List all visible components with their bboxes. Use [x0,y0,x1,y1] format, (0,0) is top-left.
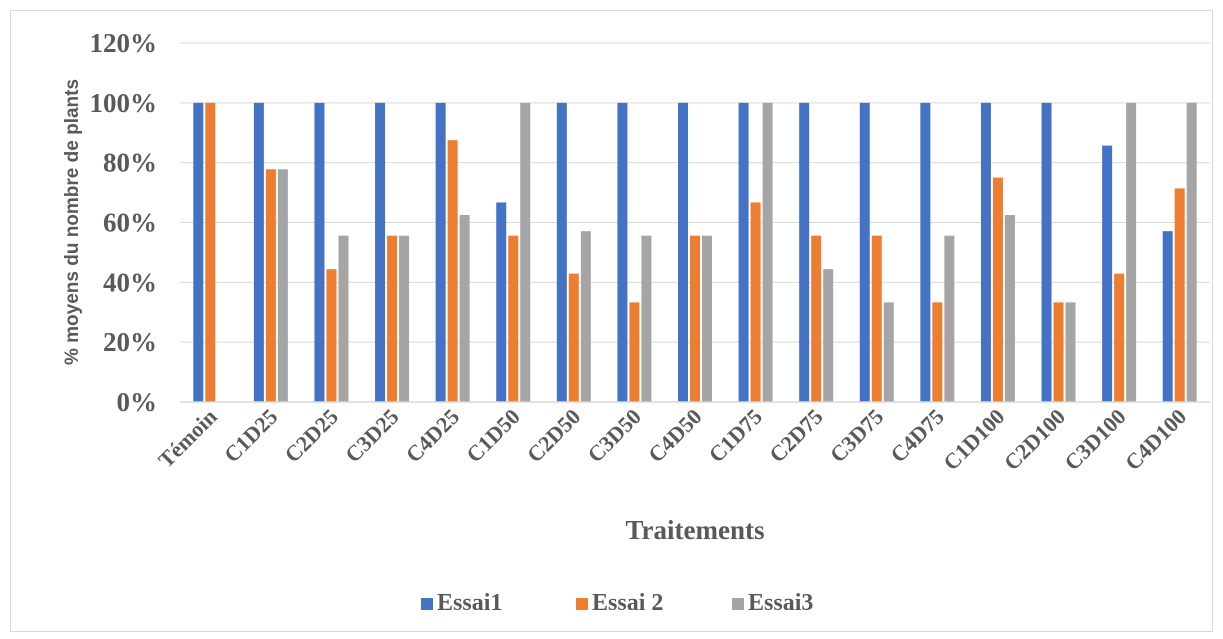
legend-label: Essai3 [748,590,813,616]
bar-essai3-c2d100 [1065,302,1076,402]
x-tick-label: C1D50 [461,404,524,467]
y-tick-label: 100% [90,88,158,118]
legend-swatch [732,598,744,610]
x-tick-label: C2D25 [280,404,343,467]
bar-essai-2-c3d25 [387,235,398,402]
bar-essai1-c3d50 [617,102,628,402]
x-axis-title: Traitements [626,515,765,545]
x-tick-label: C1D25 [219,404,282,467]
bar-essai3-c4d75 [944,235,955,402]
legend-label: Essai 2 [592,590,663,616]
bar-essai3-c4d25 [459,215,470,402]
bar-essai1-c3d75 [859,102,870,402]
bar-essai1-c1d75 [738,102,749,402]
bar-essai-2-c1d75 [750,202,761,402]
x-tick-label: C2D75 [764,404,827,467]
x-tick-label: C3D25 [340,404,403,467]
x-tick-label: C4D50 [643,404,706,467]
x-tick-label: C1D100 [938,404,1009,475]
legend-label: Essai1 [437,590,502,616]
bar-essai1-c4d50 [678,102,688,402]
legend: Essai1 Essai 2 Essai3 [421,590,813,616]
bar-essai1-c2d25 [314,102,325,402]
bar-essai-2-c2d50 [568,273,579,402]
bar-essai-2-c1d100 [992,177,1003,402]
x-tick-label: C2D100 [999,404,1070,475]
bar-essai3-c1d75 [762,102,773,402]
legend-swatch [576,598,588,610]
y-axis-title: % moyens du nombre de plants [62,79,83,365]
bar-essai3-c4d50 [702,235,712,402]
bar-essai-2-c4d100 [1174,188,1185,402]
bar-essai3-c4d100 [1186,102,1197,402]
bar-essai-2-c3d100 [1114,273,1125,402]
bar-essai1-c1d100 [980,102,991,402]
y-tick-label: 120% [90,28,158,58]
x-tick-label: C3D100 [1059,404,1130,475]
bar-essai-2-c4d50 [690,235,700,402]
bar-essai3-c3d100 [1126,102,1137,402]
bar-essai1-c2d50 [556,102,567,402]
bar-essai-2-c4d75 [932,302,943,402]
bar-essai-2-c1d50 [508,235,519,402]
bar-essai-2-c2d75 [811,235,822,402]
x-tick-label: C3D75 [825,404,888,467]
bar-essai3-c3d25 [399,235,410,402]
bar-essai1-c1d50 [496,202,507,402]
y-axis-ticks: 0% 20% 40% 60% 80% 100% 120% [90,28,158,417]
bar-essai-2-c3d75 [871,235,882,402]
bar-essai-2-c4d25 [447,140,458,402]
x-tick-label: Témoin [153,404,222,473]
bar-essai-2-c2d25 [326,269,337,402]
bar-essai3-c1d25 [277,169,288,402]
bar-essai1-c4d100 [1162,231,1173,402]
x-tick-label: C2D50 [522,404,585,467]
bar-essai1-c1d25 [253,102,264,402]
y-tick-label: 80% [103,148,157,178]
bars [193,102,1197,402]
bar-essai3-c2d50 [580,231,591,402]
gridlines [180,42,1210,343]
bar-essai1-c4d25 [435,102,446,402]
bar-essai1-c2d75 [799,102,810,402]
bar-essai-2-c1d25 [265,169,276,402]
bar-essai-2-c3d50 [629,302,640,402]
bar-essai3-c3d75 [883,302,894,402]
x-tick-label: C4D25 [401,404,464,467]
bar-essai1-c2d100 [1041,102,1052,402]
bar-essai3-c2d75 [823,269,834,402]
bar-essai3-c3d50 [641,235,652,402]
x-axis-ticks: TémoinC1D25C2D25C3D25C4D25C1D50C2D50C3D5… [153,404,1191,475]
x-tick-label: C4D100 [1120,404,1191,475]
x-tick-label: C3D50 [582,404,645,467]
y-tick-label: 20% [103,327,157,357]
bar-essai3-c1d50 [520,102,531,402]
legend-swatch [421,598,433,610]
bar-essai-2-témoin [205,102,216,402]
x-tick-label: C1D75 [704,404,767,467]
bar-essai1-c3d100 [1102,145,1113,402]
bar-essai1-témoin [193,102,204,402]
bar-essai1-c4d75 [920,102,931,402]
bar-essai-2-c2d100 [1053,302,1064,402]
y-tick-label: 40% [103,267,157,297]
bar-essai3-c2d25 [338,235,349,402]
y-tick-label: 0% [117,387,158,417]
y-tick-label: 60% [103,208,157,238]
bar-essai3-c1d100 [1004,215,1015,402]
bar-essai1-c3d25 [375,102,386,402]
